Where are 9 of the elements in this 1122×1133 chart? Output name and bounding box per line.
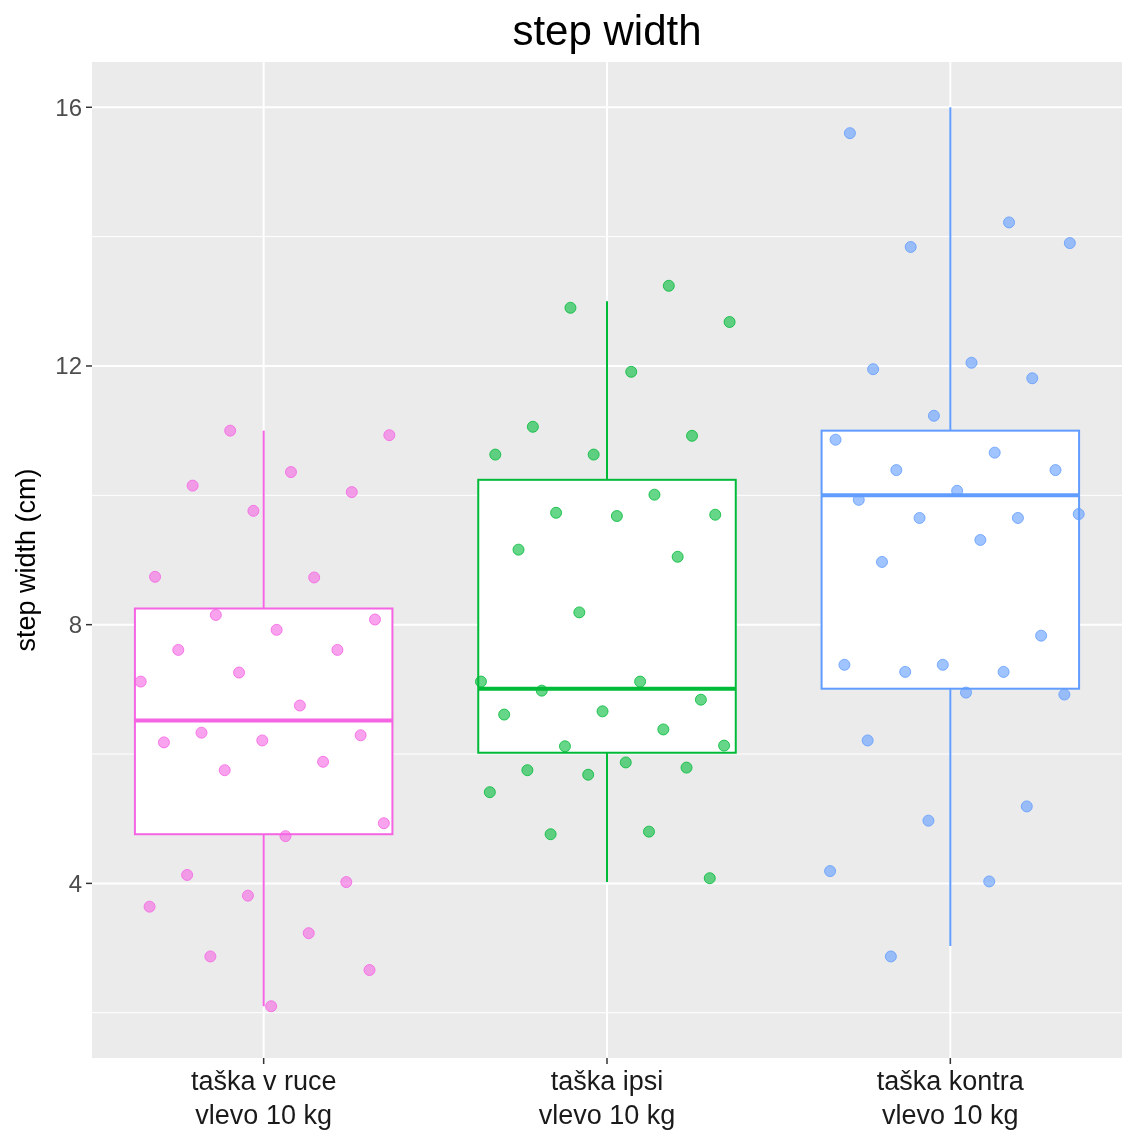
y-tick-label: 4 bbox=[68, 869, 82, 897]
y-tick-label: 16 bbox=[55, 93, 82, 121]
y-tick-label: 12 bbox=[55, 352, 82, 380]
y-tick-label: 8 bbox=[68, 611, 82, 639]
x-tick-label: taška kontra vlevo 10 kg bbox=[876, 1066, 1025, 1130]
y-axis-title: step width (cm) bbox=[11, 468, 41, 652]
x-tick-label: taška v ruce vlevo 10 kg bbox=[190, 1066, 337, 1130]
x-tick-label: taška ipsi vlevo 10 kg bbox=[538, 1066, 676, 1130]
chart-title: step width bbox=[512, 7, 702, 54]
